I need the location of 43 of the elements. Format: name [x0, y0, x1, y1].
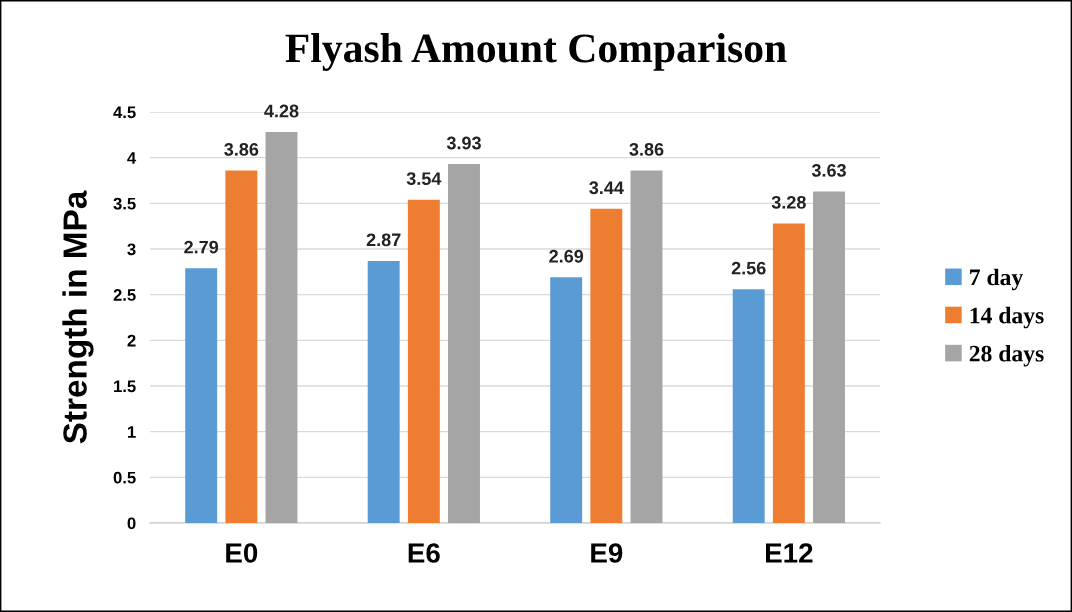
y-tick-label: 4: [127, 152, 137, 164]
data-label: 3.44: [589, 181, 624, 195]
data-label: 3.86: [224, 142, 259, 156]
x-tick-label: E9: [591, 543, 623, 563]
bar: [448, 164, 480, 524]
data-label: 3.54: [406, 172, 442, 186]
bar: [813, 191, 845, 524]
bar: [590, 208, 623, 524]
chart-title: Flyash Amount Comparison: [285, 33, 787, 71]
bar: [367, 260, 400, 524]
bar: [772, 223, 805, 524]
bar: [265, 132, 298, 524]
data-label: 4.28: [264, 104, 299, 118]
y-tick-label: 3.5: [113, 197, 136, 210]
legend-label: 7 day: [970, 268, 1023, 291]
data-label: 2.87: [366, 233, 401, 247]
y-tick-label: 1: [127, 426, 136, 438]
x-tick-label: E0: [226, 543, 258, 563]
legend-label: 14 days: [970, 306, 1044, 329]
legend-label: 28 days: [969, 344, 1044, 367]
y-tick-label: 1.5: [114, 380, 136, 393]
data-label: 3.93: [446, 136, 481, 150]
data-label: 3.28: [771, 195, 806, 209]
x-tick-label: E6: [408, 543, 440, 563]
y-tick-label: 3: [127, 243, 136, 256]
bar: [550, 277, 583, 524]
y-tick-label: 2: [127, 334, 136, 347]
data-label: 2.56: [731, 261, 766, 275]
x-tick-label: E12: [766, 543, 813, 563]
y-axis-title: Strength in MPa: [62, 190, 94, 444]
data-label: 3.86: [629, 142, 664, 156]
data-label: 2.69: [549, 249, 584, 263]
data-label: 2.79: [184, 240, 219, 254]
y-tick-label: 2.5: [113, 289, 136, 301]
bar: [225, 170, 258, 524]
bar: [732, 289, 765, 524]
y-tick-label: 4.5: [113, 106, 136, 119]
data-label: 3.63: [811, 163, 846, 177]
y-tick-label: 0.5: [113, 471, 136, 484]
bar: [630, 170, 663, 524]
y-tick-label: 0: [127, 517, 136, 530]
bar: [185, 268, 218, 524]
bar: [407, 199, 440, 524]
